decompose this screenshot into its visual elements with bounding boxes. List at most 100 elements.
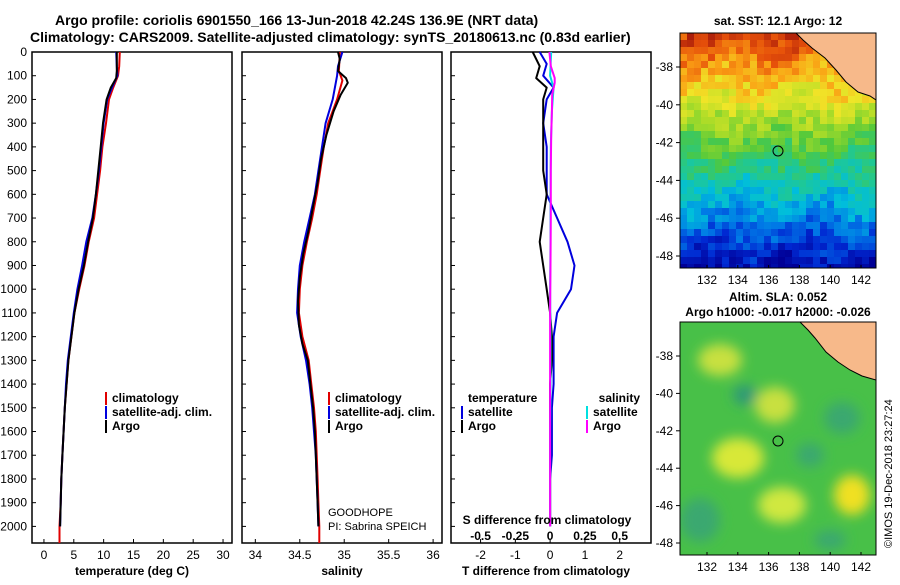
sst-cell (687, 194, 694, 201)
sst-cell (680, 264, 687, 268)
sst-cell (820, 131, 827, 138)
sst-cell (806, 82, 813, 89)
sst-cell (680, 138, 687, 145)
sst-cell (757, 243, 764, 250)
sst-cell (736, 159, 743, 166)
sst-cell (764, 75, 771, 82)
sst-cell (806, 61, 813, 68)
lon-tick-label: 142 (851, 273, 871, 287)
sst-cell (764, 89, 771, 96)
sst-cell (764, 124, 771, 131)
sst-cell (715, 124, 722, 131)
sst-cell (841, 131, 848, 138)
sst-cell (827, 250, 834, 257)
sst-cell (827, 222, 834, 229)
sst-cell (750, 250, 757, 257)
sst-cell (736, 215, 743, 222)
sst-cell (722, 124, 729, 131)
sst-cell (855, 152, 862, 159)
lon-tick-label: 134 (728, 560, 748, 574)
sst-cell (680, 215, 687, 222)
sst-cell (750, 166, 757, 173)
sla-map-title: Altim. SLA: 0.052 (729, 290, 827, 304)
sst-cell (862, 229, 869, 236)
sst-cell (680, 47, 687, 54)
sst-cell (729, 68, 736, 75)
sst-cell (792, 250, 799, 257)
sst-cell (701, 194, 708, 201)
sst-cell (757, 40, 764, 47)
sst-cell (855, 194, 862, 201)
sst-cell (834, 229, 841, 236)
sst-cell (855, 187, 862, 194)
sst-cell (827, 236, 834, 243)
sst-cell (841, 117, 848, 124)
sst-cell (694, 173, 701, 180)
x-tick-label: 0 (41, 548, 48, 562)
sst-cell (785, 201, 792, 208)
sst-cell (715, 117, 722, 124)
sst-cell (806, 215, 813, 222)
sst-cell (869, 257, 876, 264)
sst-cell (715, 152, 722, 159)
sst-cell (694, 152, 701, 159)
sst-cell (799, 103, 806, 110)
sst-cell (722, 54, 729, 61)
sst-cell (729, 222, 736, 229)
sst-cell (764, 264, 771, 268)
s-diff-tick-label: -0.5 (470, 529, 491, 543)
sst-cell (799, 208, 806, 215)
depth-tick-label: 1800 (0, 472, 27, 486)
sst-cell (813, 208, 820, 215)
sst-cell (792, 124, 799, 131)
sst-cell (736, 131, 743, 138)
sst-cell (687, 173, 694, 180)
sst-cell (869, 152, 876, 159)
sst-cell (722, 145, 729, 152)
lon-tick-label: 132 (697, 560, 717, 574)
sst-cell (778, 159, 785, 166)
sst-cell (855, 264, 862, 268)
sst-cell (869, 131, 876, 138)
sst-cell (813, 82, 820, 89)
sst-cell (806, 194, 813, 201)
sst-cell (855, 173, 862, 180)
sst-cell (736, 180, 743, 187)
sst-cell (687, 222, 694, 229)
sst-cell (862, 201, 869, 208)
sst-cell (771, 264, 778, 268)
series-line-climatology (297, 51, 344, 543)
sst-cell (771, 159, 778, 166)
sst-cell (680, 159, 687, 166)
sst-cell (722, 61, 729, 68)
sst-cell (834, 110, 841, 117)
sst-cell (729, 103, 736, 110)
sst-cell (778, 173, 785, 180)
sst-cell (729, 138, 736, 145)
sst-cell (785, 40, 792, 47)
sst-cell (799, 152, 806, 159)
sst-cell (862, 180, 869, 187)
sst-cell (799, 222, 806, 229)
sst-cell (834, 173, 841, 180)
sst-cell (813, 75, 820, 82)
sst-cell (785, 131, 792, 138)
sst-cell (771, 75, 778, 82)
sst-cell (701, 208, 708, 215)
sst-cell (834, 250, 841, 257)
sst-cell (708, 173, 715, 180)
sst-cell (680, 243, 687, 250)
sst-cell (792, 187, 799, 194)
sst-cell (820, 215, 827, 222)
sst-cell (736, 96, 743, 103)
sst-cell (729, 96, 736, 103)
sst-cell (792, 54, 799, 61)
sst-cell (722, 250, 729, 257)
sst-cell (827, 138, 834, 145)
sst-cell (827, 82, 834, 89)
x-tick-label: 2 (616, 548, 623, 562)
sst-cell (771, 124, 778, 131)
sst-cell (715, 145, 722, 152)
sst-cell (834, 180, 841, 187)
sst-cell (848, 96, 855, 103)
